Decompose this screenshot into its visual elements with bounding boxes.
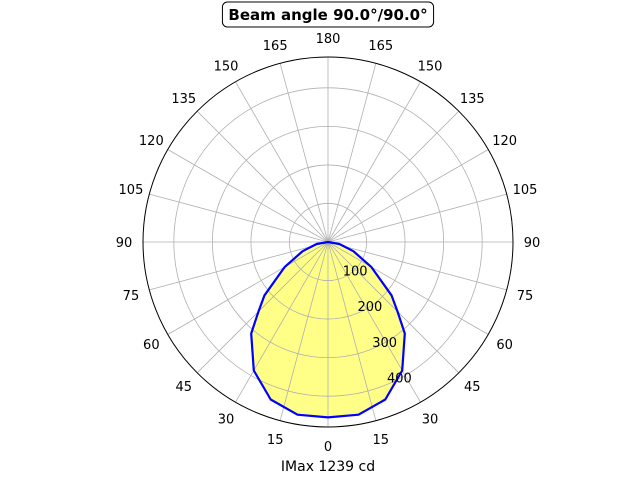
angle-tick-label: 150 [418,59,443,74]
angle-gridline [327,241,507,291]
angle-tick-label: 180 [316,32,341,47]
angle-gridline [196,241,329,374]
curve-layer [142,56,514,428]
angle-tick-label: 45 [175,380,192,395]
angle-tick-label: 0 [324,440,332,455]
angle-gridline [235,241,329,403]
angle-tick-label: 165 [263,39,288,54]
angle-tick-label: 120 [492,134,517,149]
radial-tick-label: 300 [372,336,397,351]
angle-tick-label: 30 [422,413,439,428]
angle-tick-label: 15 [267,433,284,448]
title-box: Beam angle 90.0°/90.0° [221,1,435,28]
angle-tick-label: 60 [143,338,160,353]
angle-gridline [167,241,329,335]
intensity-curve [250,240,406,419]
angle-tick-label: 60 [496,338,513,353]
angle-gridline [196,110,329,243]
angle-gridline [327,110,460,243]
angle-gridline [327,193,507,243]
angle-tick-labels: 0 15 30 45 60 75 90 105 120 135 150 165 180 165 150 135… [116,32,541,455]
angle-tick-label: 150 [214,59,239,74]
angle-gridline [327,241,377,421]
outer-frame [142,56,514,428]
angle-tick-label: 30 [218,413,235,428]
angle-tick-label: 90 [524,236,541,251]
angle-gridline [327,241,421,403]
angle-gridline [279,63,329,243]
angle-tick-label: 15 [373,433,390,448]
angle-tick-label: 90 [116,236,133,251]
angle-tick-label: 75 [123,289,140,304]
angle-gridline [235,81,329,243]
angle-gridline [279,241,329,421]
angle-tick-label: 105 [513,183,538,198]
radial-tick-label: 100 [343,265,368,280]
angle-gridline [327,63,377,243]
radial-tick-label: 200 [357,300,382,315]
angle-tick-label: 105 [119,183,144,198]
angle-gridline [327,81,421,243]
angle-tick-label: 135 [171,92,196,107]
angle-gridline [327,241,460,374]
title-frame [221,1,435,28]
angle-tick-label: 120 [139,134,164,149]
angle-tick-label: 45 [464,380,481,395]
radial-tick-label: 400 [387,371,412,386]
radial-tick-labels: 100 200 300 400 [343,265,412,387]
angle-gridline [327,241,489,335]
x-axis-label: IMax 1239 cd [281,459,375,475]
angle-gridline [149,241,329,291]
chart-title: Beam angle 90.0°/90.0° [228,6,427,24]
angle-gridline [167,149,329,243]
angle-tick-label: 165 [368,39,393,54]
angle-gridline [149,193,329,243]
angle-tick-label: 75 [517,289,534,304]
angle-tick-label: 135 [460,92,485,107]
angle-gridline [327,149,489,243]
